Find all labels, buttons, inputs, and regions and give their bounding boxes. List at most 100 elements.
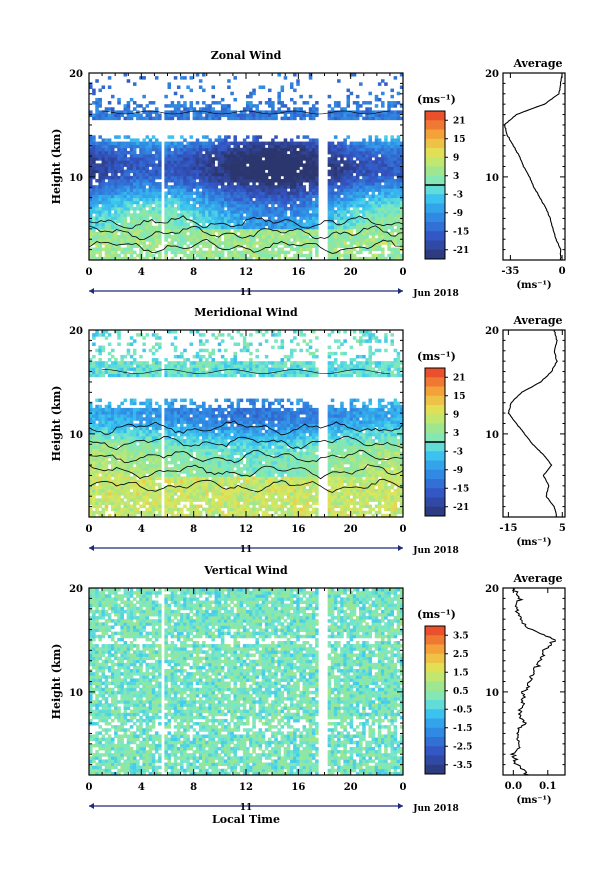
heatmap-cell: [186, 182, 190, 186]
heatmap-cell: [396, 210, 401, 214]
heatmap-cell: [183, 182, 187, 186]
heatmap-cell: [202, 172, 206, 177]
heatmap-cell: [308, 116, 313, 121]
heatmap-cell: [129, 420, 134, 424]
heatmap-cell: [164, 210, 168, 214]
heatmap-cell: [377, 216, 382, 220]
heatmap-cell: [233, 228, 237, 233]
heatmap-cell: [114, 370, 118, 375]
heatmap-cell: [217, 141, 222, 146]
heatmap-cell: [158, 207, 162, 211]
heatmap-cell: [296, 250, 300, 255]
heatmap-cell: [293, 188, 297, 192]
heatmap-cell: [387, 238, 391, 242]
heatmap-cell: [107, 451, 112, 456]
heatmap-cell: [249, 228, 253, 233]
heatmap-cell: [267, 225, 272, 230]
heatmap-cell: [381, 166, 385, 171]
heatmap-cell: [110, 445, 115, 449]
heatmap-cell: [340, 169, 344, 174]
heatmap-cell: [343, 216, 347, 220]
heatmap-cell: [381, 188, 385, 192]
heatmap-cell: [274, 250, 278, 255]
heatmap-cell: [255, 104, 259, 108]
heatmap-cell: [330, 175, 335, 180]
heatmap-cell: [95, 154, 99, 158]
heatmap-cell: [384, 175, 388, 180]
heatmap-cell: [151, 432, 156, 437]
heatmap-cell: [289, 178, 294, 183]
heatmap-cell: [139, 429, 143, 434]
heatmap-cell: [390, 144, 394, 149]
heatmap-cell: [198, 238, 203, 242]
heatmap-cell: [132, 488, 137, 493]
heatmap-cell: [371, 203, 376, 208]
heatmap-cell: [123, 470, 128, 474]
heatmap-cell: [189, 191, 194, 195]
heatmap-cell: [293, 247, 297, 252]
heatmap-cell: [230, 157, 234, 161]
heatmap-cell: [346, 175, 351, 180]
heatmap-cell: [224, 225, 228, 230]
heatmap-cell: [208, 203, 212, 208]
heatmap-cell: [217, 194, 222, 199]
heatmap-cell: [352, 166, 357, 171]
heatmap-cell: [110, 411, 115, 415]
heatmap-cell: [390, 169, 394, 174]
heatmap-cell: [107, 191, 112, 195]
heatmap-cell: [277, 219, 281, 223]
heatmap-cell: [123, 454, 128, 459]
heatmap-cell: [340, 231, 344, 236]
heatmap-cell: [104, 169, 109, 174]
heatmap-cell: [283, 182, 288, 186]
heatmap-cell: [98, 169, 102, 174]
heatmap-cell: [368, 200, 372, 205]
heatmap-cell: [176, 166, 181, 171]
heatmap-cell: [359, 185, 363, 189]
heatmap-cell: [151, 210, 156, 214]
heatmap-cell: [214, 101, 219, 105]
heatmap-cell: [249, 210, 253, 214]
heatmap-cell: [198, 225, 203, 230]
heatmap-cell: [110, 373, 115, 378]
heatmap-cell: [126, 135, 131, 139]
heatmap-cell: [255, 219, 259, 223]
heatmap-cell: [117, 367, 121, 371]
heatmap-cell: [95, 373, 99, 378]
heatmap-cell: [274, 222, 278, 227]
heatmap-cell: [233, 147, 237, 152]
heatmap-cell: [189, 172, 194, 177]
heatmap-cell: [120, 172, 124, 177]
heatmap-cell: [120, 207, 124, 211]
heatmap-cell: [359, 113, 363, 118]
heatmap-cell: [337, 238, 341, 242]
heatmap-cell: [371, 185, 376, 189]
heatmap-cell: [333, 157, 338, 161]
heatmap-cell: [136, 207, 140, 211]
heatmap-cell: [180, 244, 184, 248]
heatmap-cell: [390, 175, 394, 180]
heatmap-cell: [148, 401, 153, 406]
heatmap-cell: [89, 485, 93, 490]
heatmap-cell: [214, 222, 219, 227]
heatmap-cell: [271, 172, 275, 177]
heatmap-cell: [195, 188, 200, 192]
heatmap-cell: [107, 351, 112, 356]
heatmap-cell: [214, 241, 219, 245]
heatmap-cell: [359, 154, 363, 158]
heatmap-cell: [139, 188, 143, 192]
heatmap-cell: [202, 241, 206, 245]
heatmap-cell: [227, 203, 231, 208]
heatmap-cell: [180, 178, 184, 183]
heatmap-cell: [195, 144, 200, 149]
colorbar-segment: [425, 203, 445, 214]
heatmap-cell: [340, 225, 344, 230]
heatmap-cell: [277, 225, 281, 230]
heatmap-cell: [293, 157, 297, 161]
heatmap-cell: [274, 188, 278, 192]
heatmap-cell: [305, 200, 310, 205]
heatmap-cell: [390, 135, 394, 139]
heatmap-cell: [340, 182, 344, 186]
heatmap-cell: [117, 364, 121, 368]
